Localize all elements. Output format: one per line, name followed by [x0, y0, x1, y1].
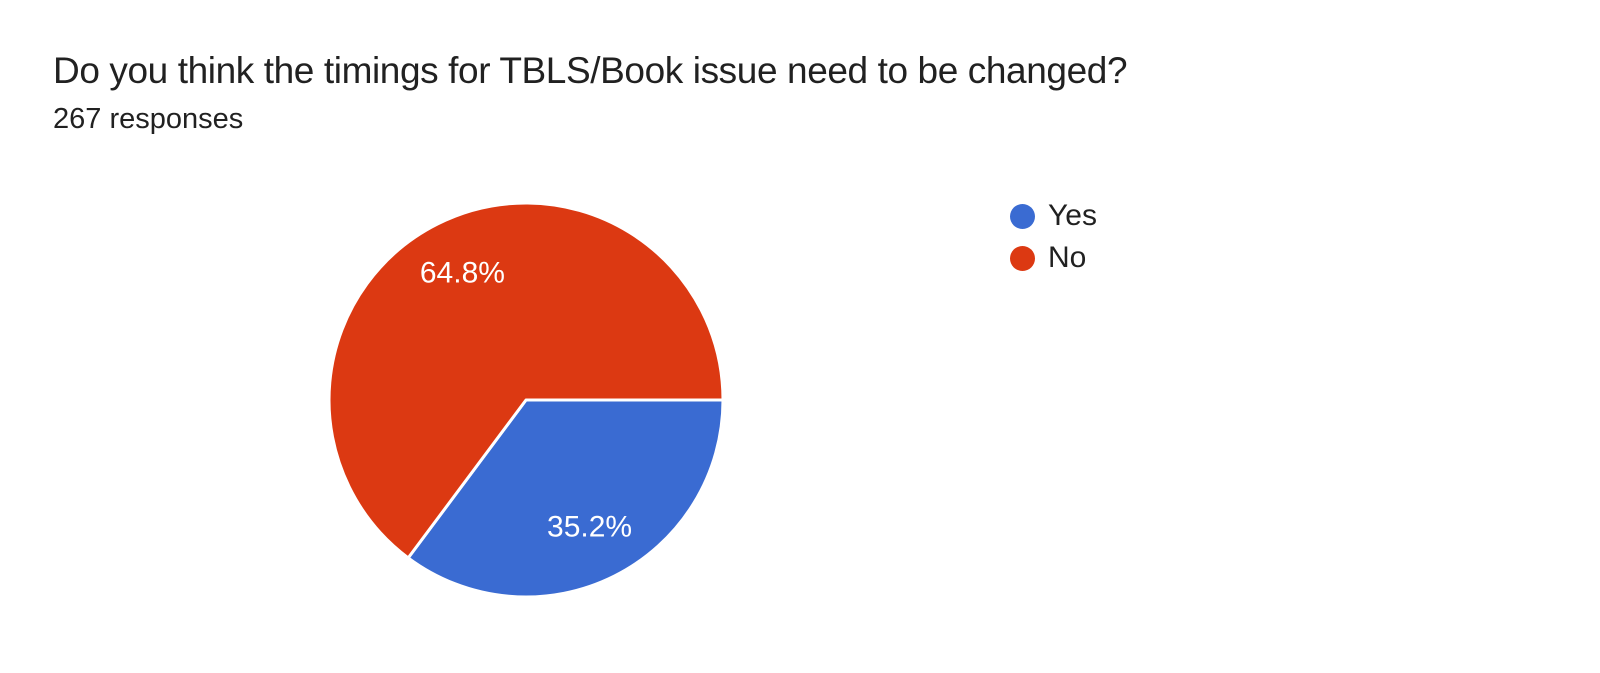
responses-count: 267 responses — [53, 103, 244, 135]
legend-swatch-no-icon — [1010, 245, 1035, 271]
legend-label-yes: Yes — [1048, 199, 1097, 232]
legend-label-no: No — [1048, 241, 1087, 274]
pie-slice-label: 35.2% — [547, 510, 632, 543]
chart-legend: Yes No — [1010, 201, 1097, 273]
legend-swatch-yes-icon — [1010, 203, 1035, 229]
pie-slice-yes[interactable] — [406, 398, 725, 599]
legend-item-no: No — [1010, 243, 1097, 273]
legend-item-yes: Yes — [1010, 201, 1097, 231]
question-title: Do you think the timings for TBLS/Book i… — [53, 50, 1128, 91]
pie-slice-label: 64.8% — [420, 257, 505, 290]
pie-slice-no[interactable] — [327, 201, 725, 560]
